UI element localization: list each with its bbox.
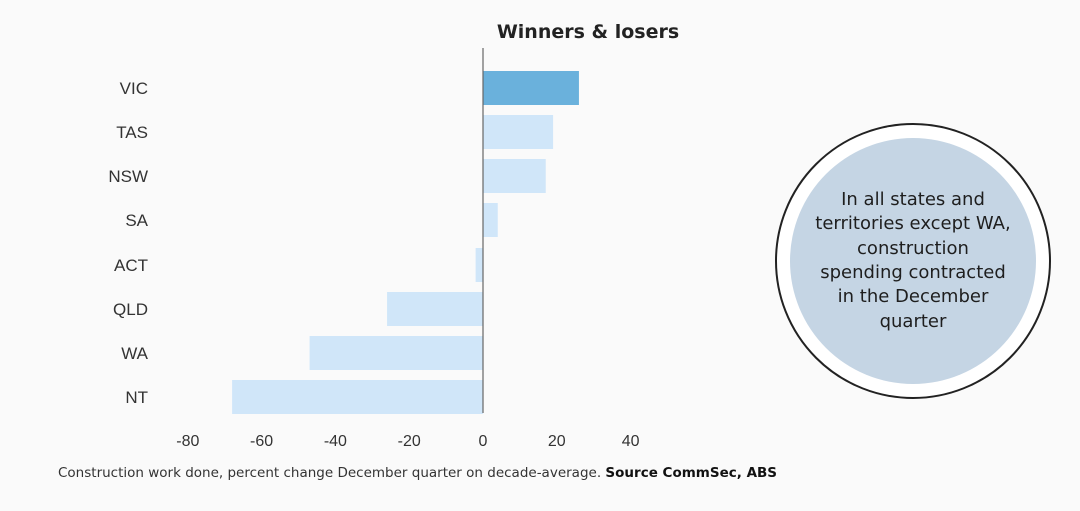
footnote-source: Source CommSec, ABS [605, 465, 778, 481]
bar-sa [483, 203, 498, 237]
category-label-tas: TAS [116, 123, 148, 142]
footnote: Construction work done, percent change D… [58, 465, 777, 481]
category-label-vic: VIC [120, 79, 148, 98]
bar-chart: Winners & losers VIC TAS NSW SA ACT QLD WA NT -… [108, 21, 679, 450]
category-label-sa: SA [125, 211, 148, 230]
category-label-nsw: NSW [108, 167, 148, 186]
category-label-nt: NT [125, 388, 148, 407]
category-label-qld: QLD [113, 300, 148, 319]
bars-group [232, 71, 579, 414]
x-tick-label: -60 [250, 433, 273, 450]
footnote-text: Construction work done, percent change D… [58, 465, 602, 481]
x-tick-label: -40 [324, 433, 347, 450]
callout-inner: In all states and territories except WA,… [790, 138, 1036, 384]
category-label-act: ACT [114, 256, 148, 275]
bar-qld [387, 292, 483, 326]
callout-circle: In all states and territories except WA,… [775, 123, 1051, 399]
callout-text: In all states and territories except WA,… [815, 189, 1011, 332]
x-tick-label: 40 [622, 433, 640, 450]
bar-wa [309, 336, 483, 370]
bar-act [475, 248, 483, 282]
x-tick-label: -80 [176, 433, 199, 450]
bar-vic [483, 71, 579, 105]
bar-tas [483, 115, 554, 149]
x-tick-label: 20 [548, 433, 566, 450]
bar-nsw [483, 159, 546, 193]
bar-nt [232, 380, 483, 414]
x-tick-label: -20 [398, 433, 421, 450]
x-tick-labels: -80 -60 -40 -20 0 20 40 [176, 433, 639, 450]
category-labels: VIC TAS NSW SA ACT QLD WA NT [108, 79, 148, 407]
x-tick-label: 0 [479, 433, 488, 450]
chart-title: Winners & losers [497, 21, 679, 43]
category-label-wa: WA [121, 344, 148, 363]
